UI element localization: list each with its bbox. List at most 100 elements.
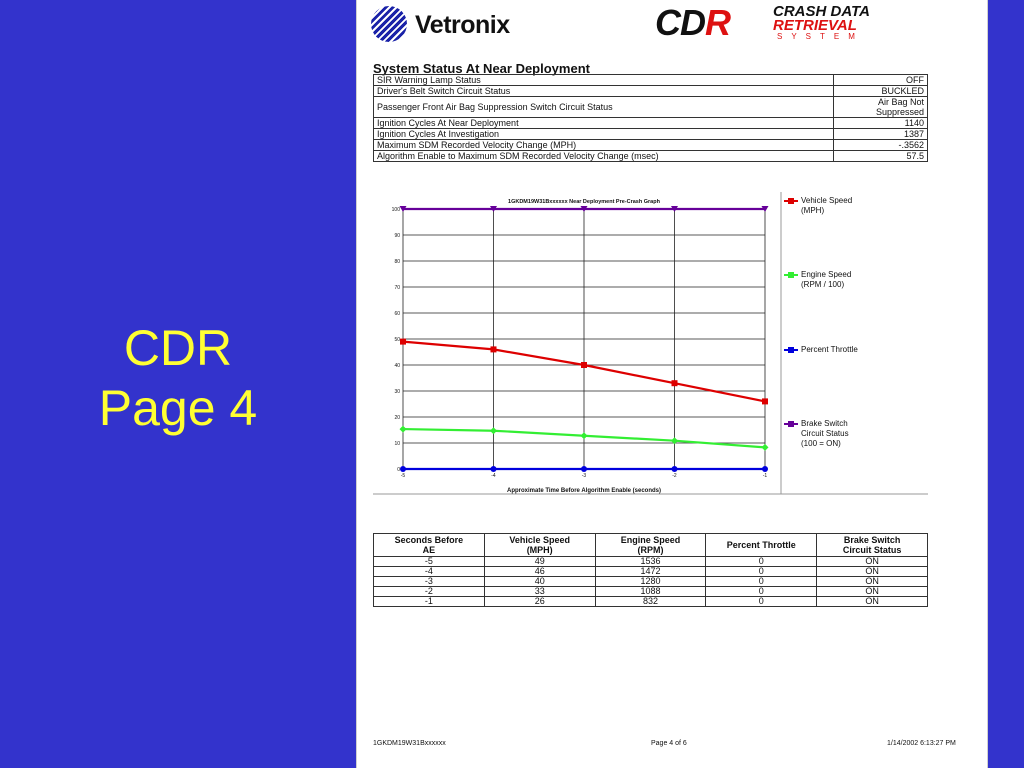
cdr-logo-mark: CDR (655, 2, 731, 43)
y-tick-label: 60 (394, 311, 400, 317)
x-tick-label: -4 (491, 473, 496, 479)
slide-title: CDR Page 4 (0, 318, 356, 438)
table-cell: -3 (373, 576, 485, 587)
data-point (581, 466, 587, 472)
table-cell: 0 (705, 596, 818, 607)
chart-title: 1GKDM19W31Bxxxxxx Near Deployment Pre-Cr… (508, 199, 661, 205)
status-value: 57.5 (833, 150, 928, 162)
data-point (761, 443, 769, 451)
table-header: Engine Speed (RPM) (594, 533, 707, 557)
table-cell: 832 (594, 596, 707, 607)
legend-swatch (784, 271, 798, 279)
x-tick-label: -1 (763, 473, 768, 479)
data-point (490, 466, 497, 472)
legend-swatch (784, 346, 798, 354)
data-point (490, 427, 497, 435)
chart-legend: Vehicle Speed (MPH) Engine Speed (RPM / 100… (784, 192, 934, 497)
y-tick-label: 30 (394, 389, 400, 395)
table-cell: ON (816, 576, 928, 587)
footer-page-number: Page 4 of 6 (651, 740, 687, 747)
table-cell: 1472 (594, 566, 707, 577)
data-point (400, 338, 406, 345)
x-tick-label: -3 (582, 473, 587, 479)
legend-swatch (784, 420, 798, 428)
data-point (399, 206, 407, 212)
x-axis-label: Approximate Time Before Algorithm Enable… (507, 488, 661, 494)
table-cell: 0 (705, 566, 818, 577)
table-cell: 1536 (594, 556, 707, 567)
data-point (761, 206, 769, 212)
legend-label: Percent Throttle (801, 345, 858, 354)
table-cell: ON (816, 596, 928, 607)
status-row: Passenger Front Air Bag Suppression Swit… (373, 96, 928, 118)
table-header: Vehicle Speed (MPH) (483, 533, 596, 557)
status-value: Air Bag Not Suppressed (833, 96, 928, 118)
y-tick-label: 100 (392, 207, 401, 213)
slide-title-line1: CDR (123, 320, 233, 376)
table-cell: 46 (483, 566, 596, 577)
legend-item: Brake Switch Circuit Status (100 = ON) (784, 419, 849, 449)
cdr-logo-line2: RETRIEVAL (773, 17, 857, 34)
data-point (762, 398, 768, 405)
table-row: -3 40 1280 0 ON (373, 576, 928, 587)
y-tick-label: 70 (394, 285, 400, 291)
y-tick-label: 40 (394, 363, 400, 369)
data-point (671, 437, 678, 445)
table-cell: 0 (705, 556, 818, 567)
x-tick-label: -5 (401, 473, 406, 479)
y-tick-label: 10 (394, 441, 400, 447)
status-row: Ignition Cycles At Investigation 1387 (373, 128, 928, 140)
legend-item: Percent Throttle (784, 345, 858, 355)
status-value: 1140 (833, 117, 928, 129)
table-cell: ON (816, 556, 928, 567)
data-point (399, 425, 407, 433)
status-label: Passenger Front Air Bag Suppression Swit… (373, 96, 834, 118)
data-table: Seconds Before AE Vehicle Speed (MPH) Engine… (373, 533, 928, 607)
table-cell: 0 (705, 576, 818, 587)
table-cell: ON (816, 566, 928, 577)
status-table: SIR Warning Lamp Status OFF Driver's Belt … (373, 74, 928, 162)
footer-timestamp: 1/14/2002 6:13:27 PM (887, 740, 956, 747)
cdr-logo: CDR CRASH DATA RETRIEVAL SYSTEM (655, 4, 931, 44)
table-cell: -1 (373, 596, 485, 607)
table-cell: 33 (483, 586, 596, 597)
legend-item: Vehicle Speed (MPH) (784, 196, 852, 216)
legend-label: Engine Speed (RPM / 100) (801, 270, 852, 289)
status-row: Algorithm Enable to Maximum SDM Recorded… (373, 150, 928, 162)
footer-vin: 1GKDM19W31Bxxxxxx (373, 740, 446, 747)
status-heading: System Status At Near Deployment (373, 61, 590, 76)
table-cell: 1088 (594, 586, 707, 597)
status-value: OFF (833, 74, 928, 86)
legend-item: Engine Speed (RPM / 100) (784, 270, 851, 290)
data-point (580, 206, 588, 212)
status-row: SIR Warning Lamp Status OFF (373, 74, 928, 86)
y-tick-label: 90 (394, 233, 400, 239)
y-tick-label: 0 (397, 467, 400, 473)
table-cell: 49 (483, 556, 596, 567)
report-page: Vetronix CDR CRASH DATA RETRIEVAL SYSTEM… (356, 0, 988, 768)
status-label: Ignition Cycles At Investigation (373, 128, 834, 140)
status-row: Ignition Cycles At Near Deployment 1140 (373, 117, 928, 129)
data-point (671, 380, 678, 387)
data-point (762, 466, 768, 472)
status-label: Driver's Belt Switch Circuit Status (373, 85, 834, 97)
legend-swatch (784, 197, 798, 205)
globe-icon (371, 6, 407, 42)
cdr-logo-line1: CRASH DATA (773, 3, 870, 20)
status-row: Maximum SDM Recorded Velocity Change (MP… (373, 139, 928, 151)
vetronix-logo: Vetronix (371, 6, 561, 42)
table-header: Percent Throttle (705, 533, 818, 557)
status-value: -.3562 (833, 139, 928, 151)
table-row: -2 33 1088 0 ON (373, 586, 928, 597)
chart-svg: 0 10 20 30 40 50 60 70 80 90 100 -5 -4 -3 -2 -1 1GKDM19W… (373, 192, 928, 495)
status-label: Maximum SDM Recorded Velocity Change (MP… (373, 139, 834, 151)
vetronix-logo-text: Vetronix (415, 11, 510, 39)
data-point (490, 206, 497, 212)
cdr-logo-line3: SYSTEM (777, 32, 864, 41)
status-label: SIR Warning Lamp Status (373, 74, 834, 86)
y-tick-label: 80 (394, 259, 400, 265)
status-label: Ignition Cycles At Near Deployment (373, 117, 834, 129)
table-row: -4 46 1472 0 ON (373, 566, 928, 577)
table-cell: -2 (373, 586, 485, 597)
table-cell: 1280 (594, 576, 707, 587)
